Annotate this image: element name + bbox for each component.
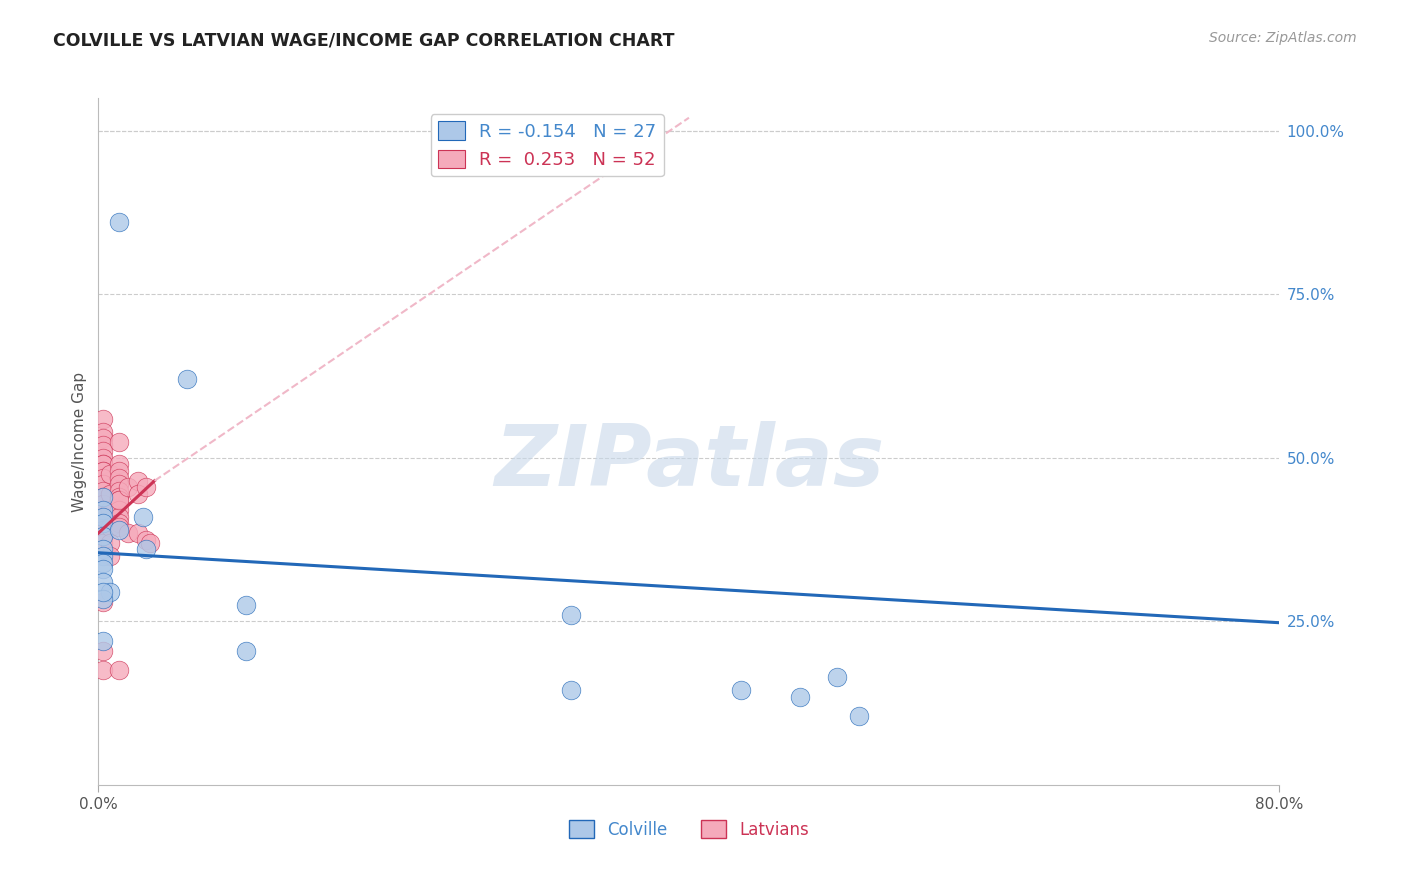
Point xyxy=(235,598,257,612)
Point xyxy=(91,509,114,524)
Point xyxy=(91,536,114,550)
Point xyxy=(91,575,114,590)
Point xyxy=(108,519,131,533)
Point xyxy=(91,438,114,452)
Point xyxy=(127,487,149,501)
Point xyxy=(91,542,114,557)
Point xyxy=(91,490,114,504)
Point xyxy=(108,477,131,491)
Point xyxy=(91,529,114,543)
Point xyxy=(98,487,121,501)
Point xyxy=(127,526,149,541)
Point xyxy=(108,516,131,531)
Point xyxy=(91,458,114,472)
Point xyxy=(117,480,139,494)
Point xyxy=(91,549,114,563)
Point xyxy=(91,516,114,531)
Point xyxy=(98,467,121,482)
Point xyxy=(98,585,121,599)
Point xyxy=(108,664,131,678)
Point xyxy=(730,683,752,698)
Point xyxy=(560,607,582,622)
Point xyxy=(91,497,114,511)
Point xyxy=(98,503,121,517)
Point xyxy=(98,536,121,550)
Point xyxy=(91,585,114,599)
Text: Source: ZipAtlas.com: Source: ZipAtlas.com xyxy=(1209,31,1357,45)
Point xyxy=(91,595,114,609)
Point xyxy=(235,644,257,658)
Point xyxy=(108,464,131,478)
Point xyxy=(91,411,114,425)
Point xyxy=(91,483,114,498)
Point xyxy=(108,470,131,484)
Point xyxy=(91,503,114,517)
Point xyxy=(117,526,139,541)
Point xyxy=(108,493,131,508)
Point xyxy=(91,425,114,439)
Point xyxy=(91,490,114,504)
Point xyxy=(91,470,114,484)
Point xyxy=(139,536,162,550)
Point xyxy=(91,464,114,478)
Point xyxy=(135,542,157,557)
Point xyxy=(98,519,121,533)
Point xyxy=(91,523,114,537)
Point xyxy=(91,509,114,524)
Point xyxy=(91,634,114,648)
Point xyxy=(91,464,114,478)
Point xyxy=(825,670,848,684)
Text: COLVILLE VS LATVIAN WAGE/INCOME GAP CORRELATION CHART: COLVILLE VS LATVIAN WAGE/INCOME GAP CORR… xyxy=(53,31,675,49)
Point xyxy=(127,474,149,488)
Point xyxy=(91,516,114,531)
Text: ZIPatlas: ZIPatlas xyxy=(494,421,884,504)
Point xyxy=(91,444,114,458)
Point xyxy=(91,458,114,472)
Point xyxy=(560,683,582,698)
Point xyxy=(789,690,811,704)
Point xyxy=(108,493,131,508)
Point xyxy=(108,523,131,537)
Y-axis label: Wage/Income Gap: Wage/Income Gap xyxy=(72,371,87,512)
Point xyxy=(108,490,131,504)
Point xyxy=(108,483,131,498)
Point xyxy=(848,709,870,723)
Point xyxy=(91,556,114,570)
Point xyxy=(91,529,114,543)
Legend: Colville, Latvians: Colville, Latvians xyxy=(562,814,815,846)
Point xyxy=(91,477,114,491)
Point xyxy=(108,215,131,229)
Point xyxy=(91,431,114,445)
Point xyxy=(135,480,157,494)
Point xyxy=(108,458,131,472)
Point xyxy=(176,372,198,386)
Point xyxy=(91,664,114,678)
Point xyxy=(108,434,131,449)
Point xyxy=(91,450,114,465)
Point xyxy=(91,644,114,658)
Point xyxy=(91,562,114,576)
Point xyxy=(132,509,155,524)
Point xyxy=(108,509,131,524)
Point xyxy=(91,591,114,606)
Point xyxy=(98,549,121,563)
Point xyxy=(108,503,131,517)
Point xyxy=(135,533,157,547)
Point xyxy=(91,503,114,517)
